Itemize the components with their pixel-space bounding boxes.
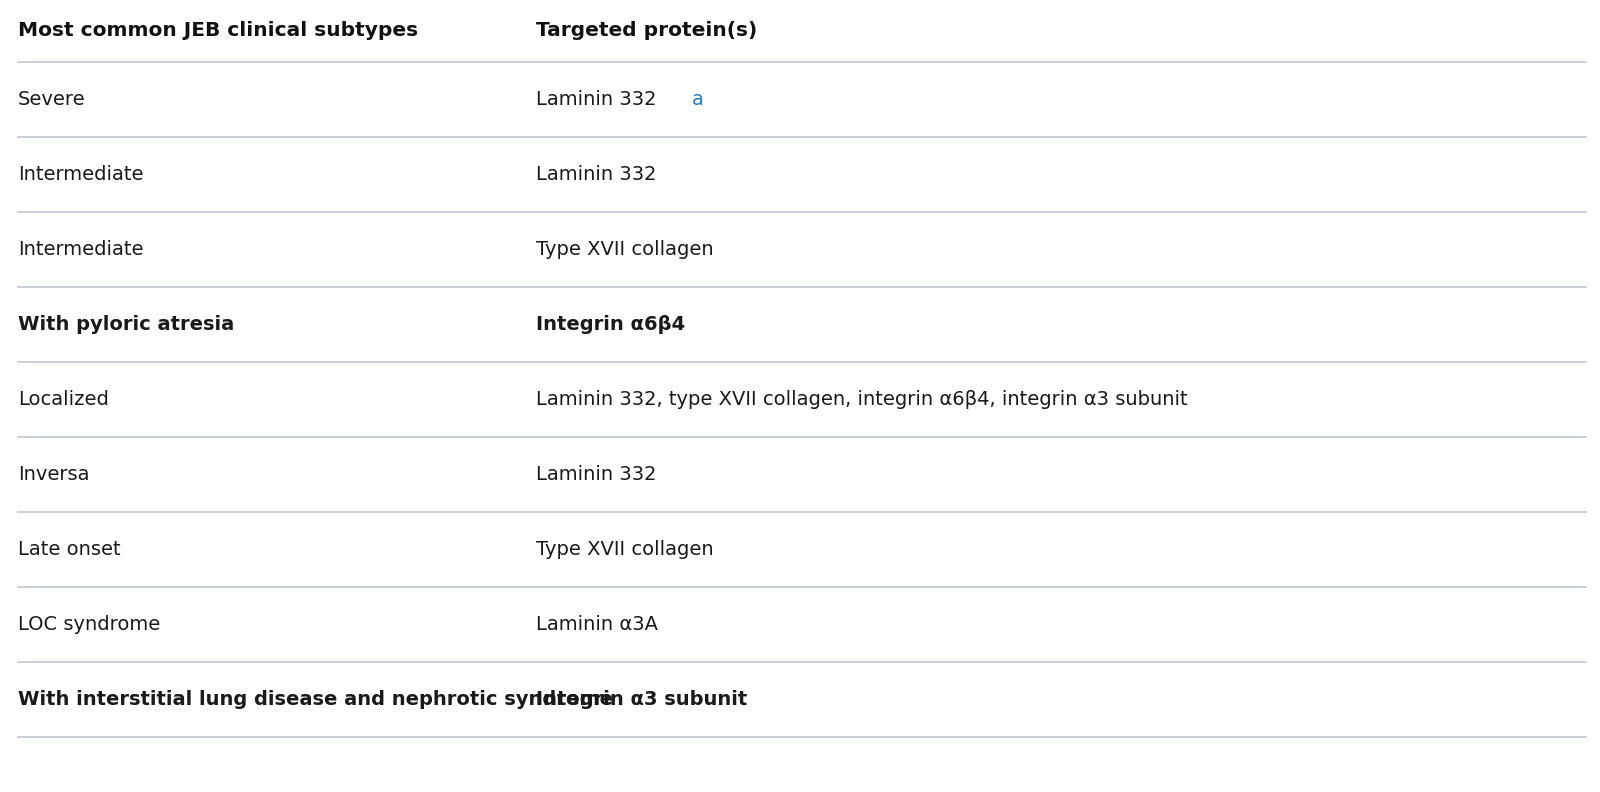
- Text: Laminin 332: Laminin 332: [536, 165, 656, 184]
- Text: a: a: [691, 90, 704, 109]
- Text: Localized: Localized: [18, 390, 109, 409]
- Text: With pyloric atresia: With pyloric atresia: [18, 315, 234, 334]
- Text: Intermediate: Intermediate: [18, 165, 144, 184]
- Text: Late onset: Late onset: [18, 540, 120, 559]
- Text: Laminin 332: Laminin 332: [536, 90, 656, 109]
- Text: Targeted protein(s): Targeted protein(s): [536, 21, 757, 40]
- Text: Type XVII collagen: Type XVII collagen: [536, 240, 714, 259]
- Text: Most common JEB clinical subtypes: Most common JEB clinical subtypes: [18, 21, 418, 40]
- Text: Laminin α3A: Laminin α3A: [536, 615, 658, 634]
- Text: Laminin 332: Laminin 332: [536, 465, 656, 484]
- Text: Integrin α6β4: Integrin α6β4: [536, 315, 685, 334]
- Text: Severe: Severe: [18, 90, 86, 109]
- Text: Laminin 332, type XVII collagen, integrin α6β4, integrin α3 subunit: Laminin 332, type XVII collagen, integri…: [536, 390, 1187, 409]
- Text: Type XVII collagen: Type XVII collagen: [536, 540, 714, 559]
- Text: LOC syndrome: LOC syndrome: [18, 615, 160, 634]
- Text: Intermediate: Intermediate: [18, 240, 144, 259]
- Text: Integrin α3 subunit: Integrin α3 subunit: [536, 690, 747, 709]
- Text: Inversa: Inversa: [18, 465, 90, 484]
- Text: With interstitial lung disease and nephrotic syndrome: With interstitial lung disease and nephr…: [18, 690, 613, 709]
